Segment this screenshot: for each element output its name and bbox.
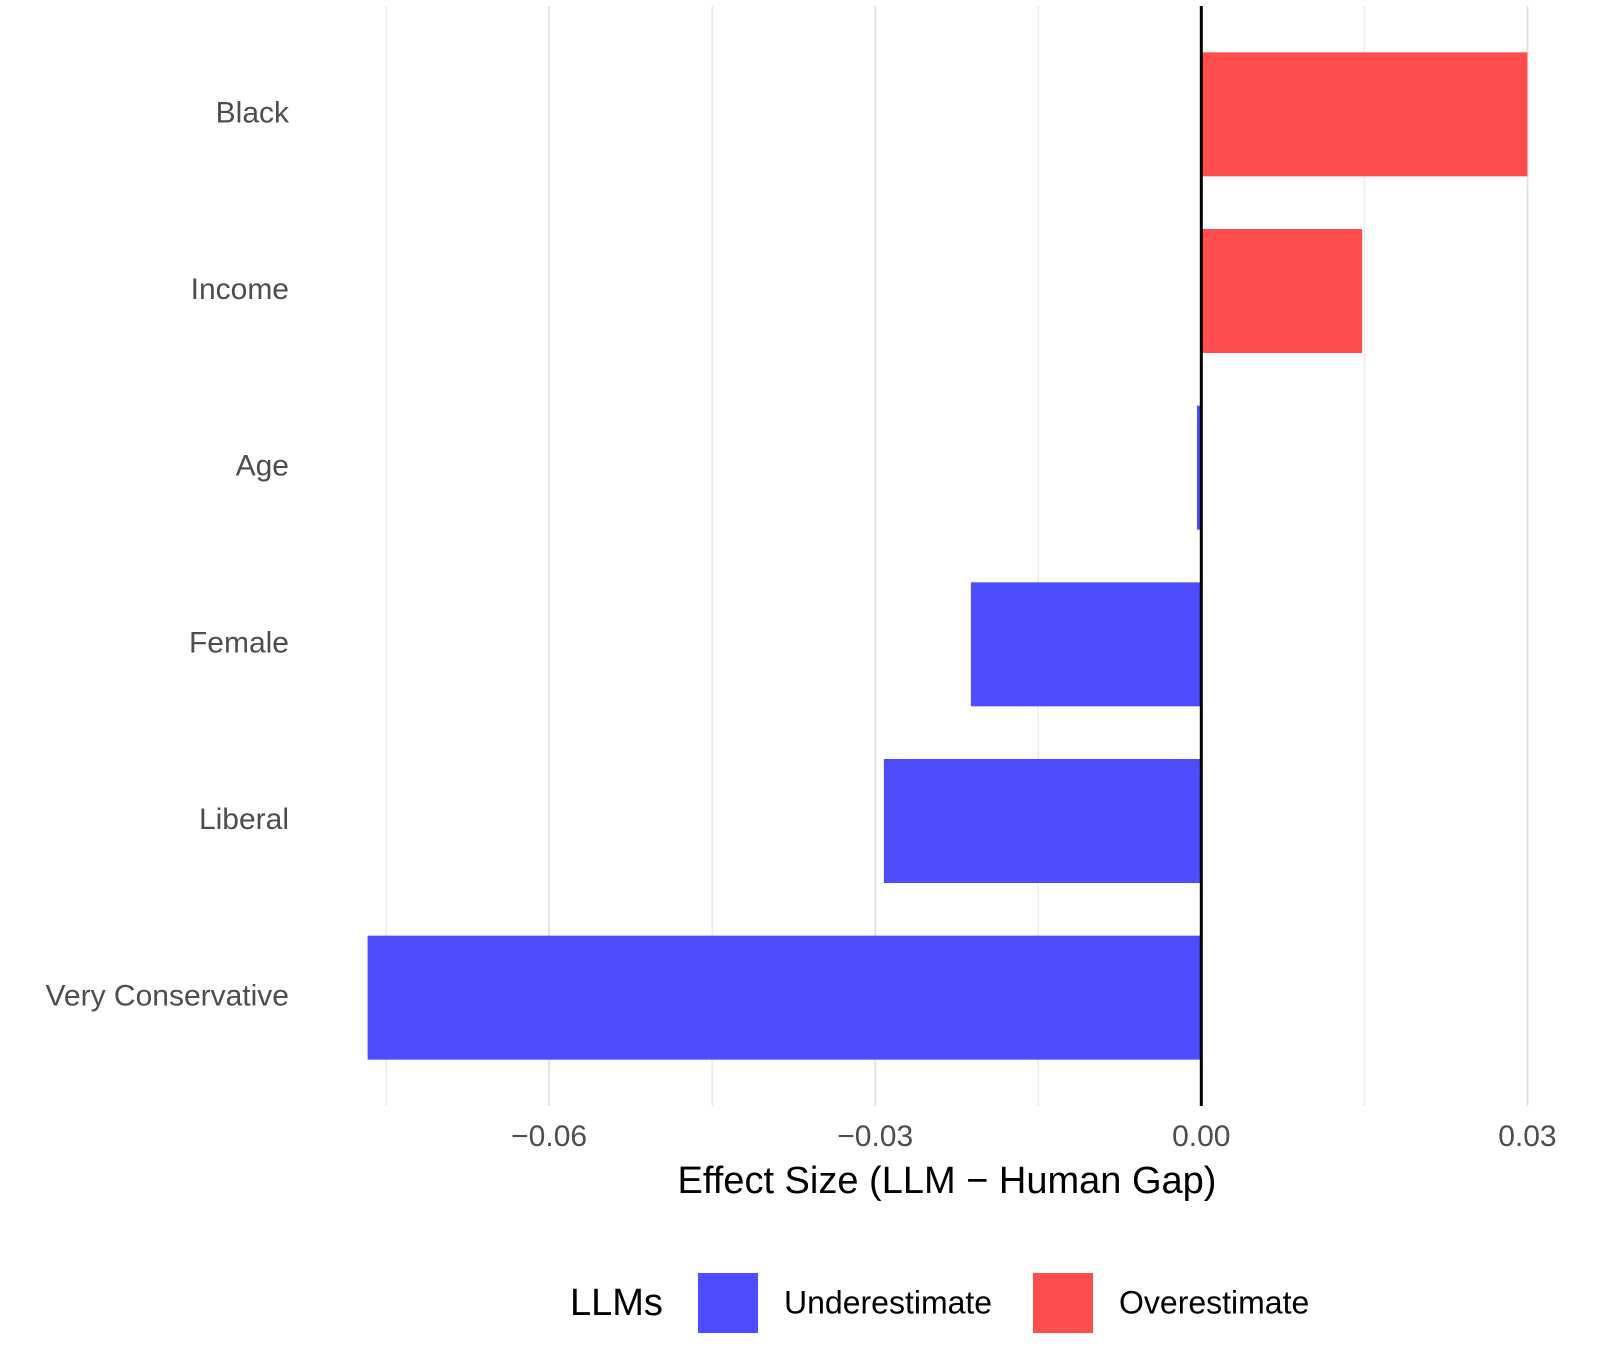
legend-title: LLMs — [570, 1282, 663, 1324]
bar — [1201, 229, 1363, 353]
x-axis-title: Effect Size (LLM − Human Gap) — [678, 1160, 1217, 1202]
legend-key — [698, 1273, 758, 1333]
bar — [883, 759, 1202, 883]
bar — [1196, 405, 1202, 530]
x-tick-label: 0.00 — [1172, 1120, 1230, 1153]
y-tick-label: Age — [236, 450, 289, 483]
bar — [970, 582, 1202, 707]
x-tick-label: −0.03 — [837, 1120, 913, 1153]
y-tick-label: Very Conservative — [46, 980, 289, 1013]
x-tick-label: 0.03 — [1498, 1120, 1556, 1153]
y-tick-label: Black — [216, 96, 290, 129]
legend-label: Underestimate — [784, 1284, 992, 1320]
x-tick-label: −0.06 — [511, 1120, 587, 1153]
legend-key — [1033, 1273, 1093, 1333]
y-tick-label: Liberal — [199, 803, 289, 836]
y-tick-label: Female — [189, 626, 289, 659]
bar — [367, 935, 1202, 1060]
y-tick-label: Income — [191, 273, 289, 306]
bar — [1201, 52, 1528, 177]
legend-label: Overestimate — [1119, 1284, 1309, 1320]
bars — [367, 52, 1528, 1060]
